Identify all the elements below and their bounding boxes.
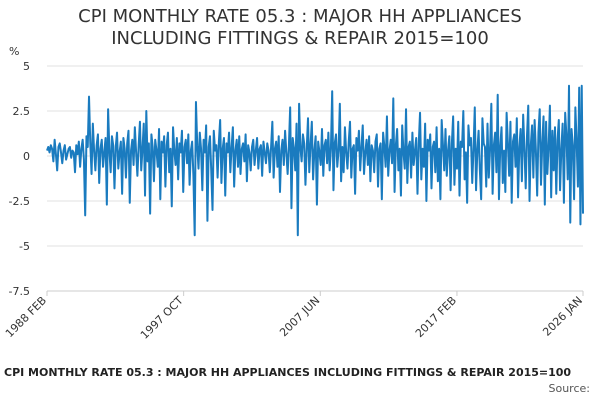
footer-source: Source: bbox=[548, 382, 591, 395]
x-tick-label: 2007 JUN bbox=[277, 294, 322, 339]
x-tick-label: 1988 FEB bbox=[3, 294, 49, 340]
y-tick-label: 2.5 bbox=[13, 105, 31, 118]
y-tick-label: -5 bbox=[19, 240, 30, 253]
chart-title-line-1: CPI MONTHLY RATE 05.3 : MAJOR HH APPLIAN… bbox=[78, 6, 522, 27]
x-tick-label: 1997 OCT bbox=[138, 294, 186, 342]
y-tick-label: -2.5 bbox=[9, 195, 30, 208]
x-tick-label: 2026 JAN bbox=[540, 294, 585, 339]
footer-series-title: CPI MONTHLY RATE 05.3 : MAJOR HH APPLIAN… bbox=[4, 366, 572, 379]
series-line bbox=[46, 84, 584, 237]
y-tick-label: -7.5 bbox=[9, 285, 30, 298]
chart-title: CPI MONTHLY RATE 05.3 : MAJOR HH APPLIAN… bbox=[0, 6, 600, 50]
y-tick-label: 5 bbox=[23, 60, 30, 73]
x-tick-label: 2017 FEB bbox=[413, 294, 459, 340]
y-axis-unit-label: % bbox=[9, 45, 20, 58]
y-tick-label: 0 bbox=[23, 150, 30, 163]
chart-title-line-2: INCLUDING FITTINGS & REPAIR 2015=100 bbox=[111, 28, 489, 49]
